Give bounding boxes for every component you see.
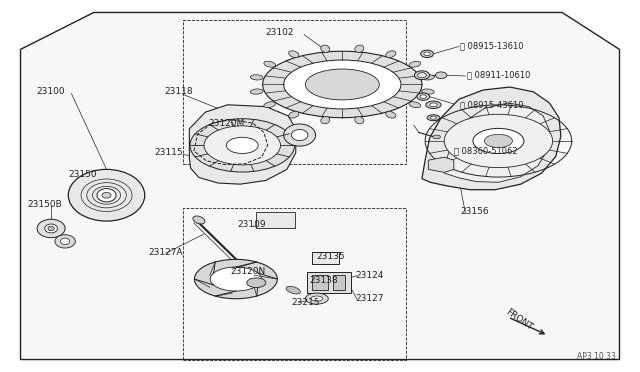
Ellipse shape — [473, 128, 524, 154]
Ellipse shape — [204, 126, 280, 165]
Ellipse shape — [102, 192, 111, 198]
Text: 23120N: 23120N — [231, 267, 266, 276]
Ellipse shape — [417, 93, 429, 100]
Polygon shape — [422, 87, 561, 190]
Text: 23156: 23156 — [460, 207, 489, 217]
Ellipse shape — [424, 52, 430, 56]
Ellipse shape — [264, 102, 276, 108]
Ellipse shape — [246, 278, 266, 288]
Ellipse shape — [68, 169, 145, 221]
Text: 23150: 23150 — [68, 170, 97, 179]
Ellipse shape — [386, 111, 396, 118]
Ellipse shape — [289, 51, 299, 58]
Ellipse shape — [195, 259, 277, 299]
Ellipse shape — [420, 95, 426, 99]
Ellipse shape — [422, 75, 434, 80]
Text: 23109: 23109 — [237, 220, 266, 229]
Text: AP3 10 33: AP3 10 33 — [577, 352, 616, 361]
Ellipse shape — [305, 69, 380, 100]
Bar — [312, 275, 328, 290]
Ellipse shape — [433, 135, 440, 139]
Ellipse shape — [321, 116, 330, 124]
Ellipse shape — [250, 89, 263, 94]
Ellipse shape — [321, 45, 330, 52]
Ellipse shape — [386, 51, 396, 58]
Ellipse shape — [429, 103, 437, 107]
Text: 23150B: 23150B — [27, 200, 61, 209]
Text: Ⓝ 08911-10610: Ⓝ 08911-10610 — [467, 71, 530, 80]
Text: 23127A: 23127A — [148, 248, 182, 257]
Ellipse shape — [284, 60, 401, 109]
Text: 23135: 23135 — [317, 251, 346, 261]
Ellipse shape — [484, 134, 513, 148]
Text: FRONT: FRONT — [504, 307, 534, 332]
Polygon shape — [444, 103, 549, 182]
Text: Ⓦ 08915-13610: Ⓦ 08915-13610 — [460, 41, 524, 50]
Ellipse shape — [250, 75, 263, 80]
Ellipse shape — [444, 114, 552, 168]
Text: 23124: 23124 — [355, 271, 383, 280]
Ellipse shape — [409, 102, 420, 108]
Text: 23118: 23118 — [164, 87, 193, 96]
Polygon shape — [189, 105, 296, 184]
Ellipse shape — [45, 224, 58, 233]
Ellipse shape — [420, 50, 433, 58]
Text: 23138: 23138 — [309, 276, 338, 285]
Polygon shape — [312, 253, 339, 264]
Ellipse shape — [426, 101, 441, 109]
Ellipse shape — [262, 51, 422, 118]
Ellipse shape — [305, 293, 328, 304]
Polygon shape — [20, 13, 620, 359]
Text: 23102: 23102 — [266, 28, 294, 37]
Text: 23215: 23215 — [291, 298, 320, 307]
Text: 23100: 23100 — [36, 87, 65, 96]
Polygon shape — [428, 157, 454, 172]
Ellipse shape — [193, 216, 205, 224]
Text: Ⓥ 08915-43610: Ⓥ 08915-43610 — [460, 100, 524, 109]
Ellipse shape — [427, 115, 440, 121]
Ellipse shape — [97, 189, 116, 202]
Ellipse shape — [210, 267, 262, 291]
Polygon shape — [307, 272, 351, 293]
Ellipse shape — [355, 116, 364, 124]
Ellipse shape — [435, 72, 447, 78]
Ellipse shape — [61, 238, 70, 245]
Ellipse shape — [55, 235, 76, 248]
Text: 23120M: 23120M — [209, 119, 244, 128]
Ellipse shape — [264, 61, 276, 67]
Ellipse shape — [417, 73, 426, 78]
Ellipse shape — [291, 129, 308, 141]
Ellipse shape — [289, 111, 299, 118]
Ellipse shape — [311, 296, 323, 301]
Ellipse shape — [355, 45, 364, 52]
Ellipse shape — [37, 219, 65, 238]
Ellipse shape — [286, 286, 300, 294]
Ellipse shape — [190, 119, 294, 172]
Ellipse shape — [430, 116, 436, 119]
Text: 23127: 23127 — [355, 294, 383, 303]
Ellipse shape — [284, 124, 316, 146]
Ellipse shape — [414, 71, 429, 80]
Ellipse shape — [227, 137, 258, 154]
Ellipse shape — [409, 61, 420, 67]
Ellipse shape — [48, 226, 54, 231]
Ellipse shape — [422, 89, 434, 94]
Text: Ⓢ 08360-51062: Ⓢ 08360-51062 — [454, 147, 518, 155]
Bar — [333, 275, 346, 290]
Polygon shape — [256, 212, 294, 228]
Text: 23115: 23115 — [154, 148, 183, 157]
